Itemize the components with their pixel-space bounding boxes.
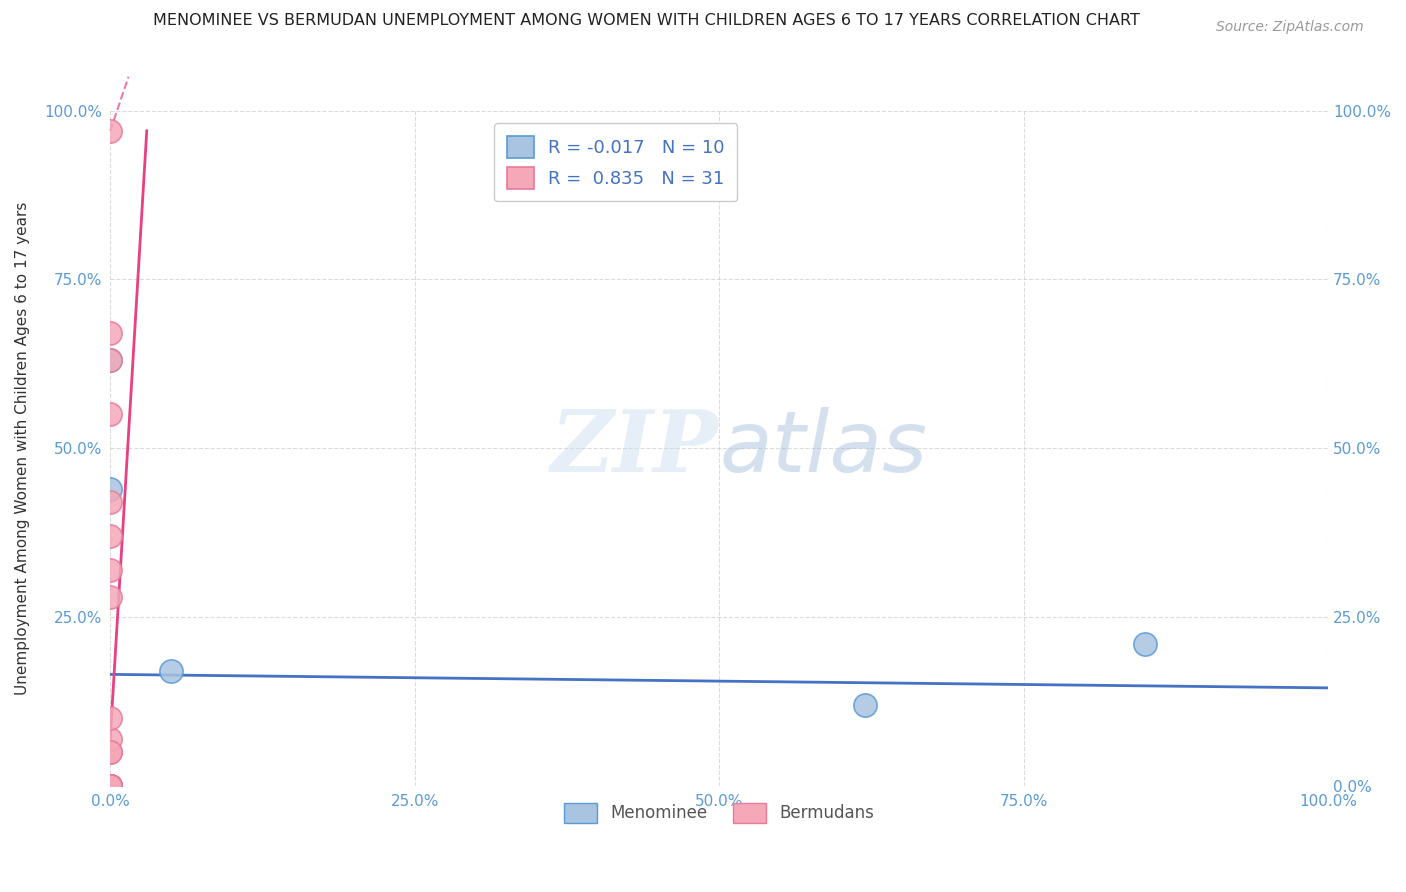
Point	[98, 779, 121, 793]
Point	[98, 731, 121, 746]
Point	[98, 779, 121, 793]
Point	[98, 779, 121, 793]
Point	[98, 779, 121, 793]
Point	[98, 779, 121, 793]
Point	[98, 779, 121, 793]
Point	[98, 745, 121, 759]
Text: ZIP: ZIP	[551, 407, 720, 490]
Point	[853, 698, 876, 712]
Point	[98, 779, 121, 793]
Point	[98, 408, 121, 422]
Point	[98, 590, 121, 604]
Point	[98, 779, 121, 793]
Text: MENOMINEE VS BERMUDAN UNEMPLOYMENT AMONG WOMEN WITH CHILDREN AGES 6 TO 17 YEARS : MENOMINEE VS BERMUDAN UNEMPLOYMENT AMONG…	[153, 13, 1140, 29]
Point	[98, 779, 121, 793]
Point	[98, 711, 121, 725]
Text: Source: ZipAtlas.com: Source: ZipAtlas.com	[1216, 20, 1364, 34]
Point	[98, 326, 121, 341]
Point	[98, 779, 121, 793]
Point	[98, 779, 121, 793]
Point	[98, 353, 121, 368]
Point	[98, 563, 121, 577]
Point	[98, 779, 121, 793]
Point	[160, 664, 183, 678]
Point	[98, 529, 121, 543]
Point	[98, 779, 121, 793]
Point	[98, 353, 121, 368]
Point	[98, 779, 121, 793]
Point	[98, 124, 121, 138]
Point	[98, 779, 121, 793]
Point	[98, 745, 121, 759]
Text: atlas: atlas	[720, 407, 927, 490]
Point	[98, 779, 121, 793]
Y-axis label: Unemployment Among Women with Children Ages 6 to 17 years: Unemployment Among Women with Children A…	[15, 202, 30, 695]
Point	[98, 779, 121, 793]
Point	[98, 779, 121, 793]
Point	[98, 482, 121, 496]
Point	[98, 779, 121, 793]
Point	[98, 779, 121, 793]
Point	[98, 779, 121, 793]
Point	[98, 779, 121, 793]
Point	[98, 779, 121, 793]
Point	[98, 779, 121, 793]
Point	[98, 495, 121, 509]
Legend: Menominee, Bermudans: Menominee, Bermudans	[555, 795, 883, 831]
Point	[1135, 637, 1157, 651]
